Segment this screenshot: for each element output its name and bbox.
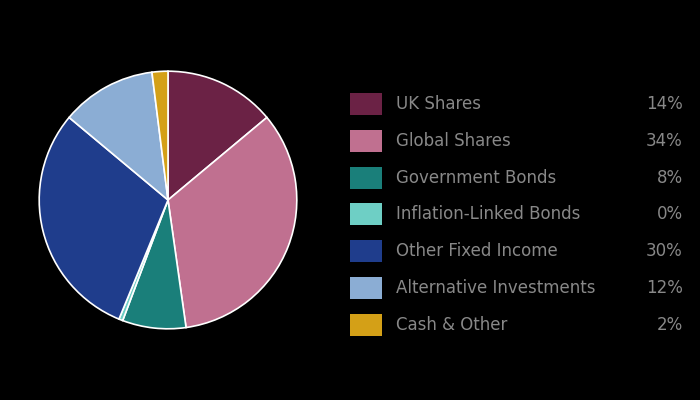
Wedge shape <box>119 200 168 320</box>
FancyBboxPatch shape <box>350 130 382 152</box>
FancyBboxPatch shape <box>350 204 382 226</box>
Text: Cash & Other: Cash & Other <box>395 316 507 334</box>
FancyBboxPatch shape <box>350 277 382 299</box>
FancyBboxPatch shape <box>350 93 382 115</box>
Wedge shape <box>69 72 168 200</box>
Text: UK Shares: UK Shares <box>395 95 480 113</box>
Text: 8%: 8% <box>657 168 682 186</box>
Text: Global Shares: Global Shares <box>395 132 510 150</box>
Text: 2%: 2% <box>657 316 682 334</box>
Wedge shape <box>168 118 297 328</box>
FancyBboxPatch shape <box>350 314 382 336</box>
Text: 0%: 0% <box>657 206 682 223</box>
Wedge shape <box>152 71 168 200</box>
FancyBboxPatch shape <box>350 166 382 188</box>
Wedge shape <box>39 118 168 319</box>
Wedge shape <box>168 71 267 200</box>
Wedge shape <box>122 200 186 329</box>
Text: Other Fixed Income: Other Fixed Income <box>395 242 557 260</box>
FancyBboxPatch shape <box>350 240 382 262</box>
Text: Inflation-Linked Bonds: Inflation-Linked Bonds <box>395 206 580 223</box>
Text: Alternative Investments: Alternative Investments <box>395 279 595 297</box>
Text: 14%: 14% <box>645 95 682 113</box>
Text: 34%: 34% <box>645 132 682 150</box>
Text: 12%: 12% <box>645 279 682 297</box>
Text: 30%: 30% <box>645 242 682 260</box>
Text: Government Bonds: Government Bonds <box>395 168 556 186</box>
